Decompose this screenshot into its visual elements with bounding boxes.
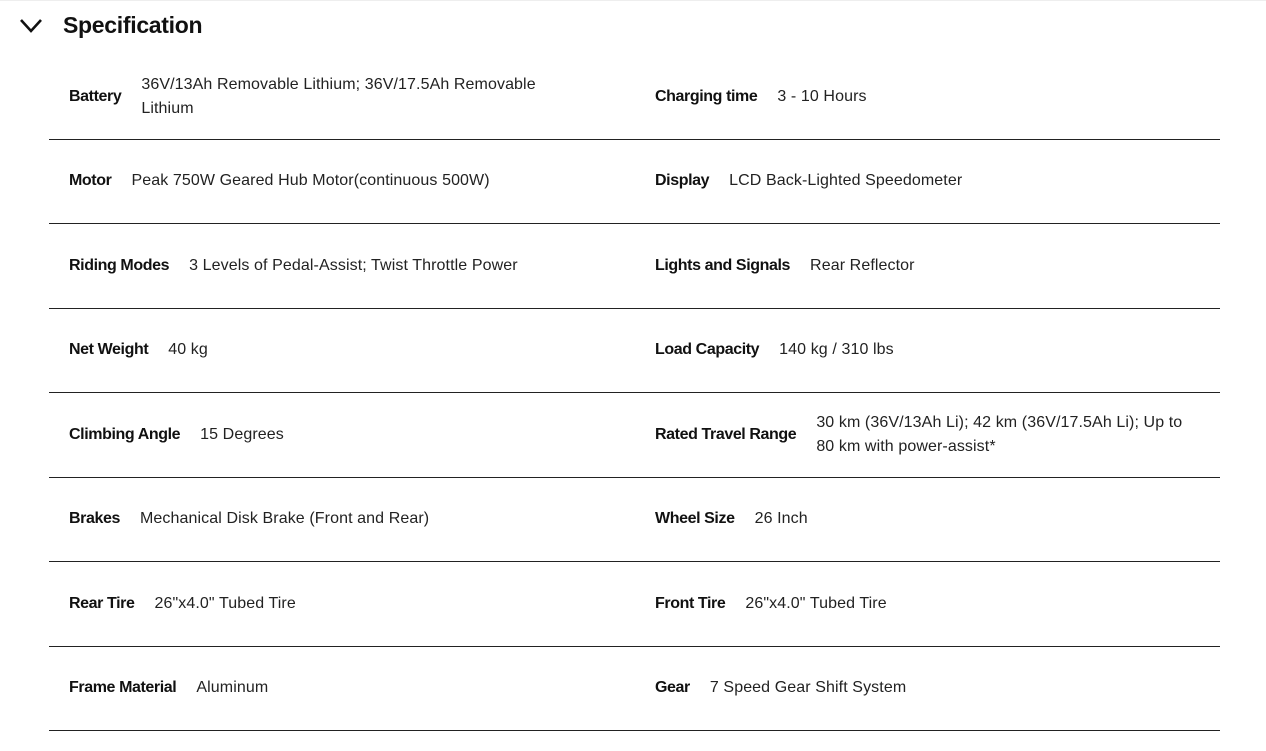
spec-row: Frame Material Aluminum Gear 7 Speed Gear S… — [49, 647, 1220, 731]
spec-label: Gear — [655, 679, 690, 697]
spec-label: Lights and Signals — [655, 256, 791, 274]
spec-value: 3 Levels of Pedal-Assist; Twist Throttle… — [189, 256, 518, 274]
spec-label: Rear Tire — [69, 594, 135, 612]
spec-item: Wheel Size 26 Inch — [635, 478, 1220, 562]
spec-value: 15 Degrees — [200, 425, 284, 443]
spec-value: 26"x4.0" Tubed Tire — [745, 594, 887, 612]
spec-label: Rated Travel Range — [655, 425, 797, 443]
spec-item: Load Capacity 140 kg / 310 lbs — [635, 309, 1220, 393]
spec-label: Wheel Size — [655, 510, 735, 528]
spec-item: Front Tire 26"x4.0" Tubed Tire — [635, 562, 1220, 646]
spec-item: Frame Material Aluminum — [49, 647, 635, 731]
top-divider — [0, 0, 1266, 1]
spec-value: 26"x4.0" Tubed Tire — [154, 594, 296, 612]
spec-label: Riding Modes — [69, 256, 170, 274]
spec-value: Peak 750W Geared Hub Motor(continuous 50… — [131, 172, 490, 190]
spec-label: Load Capacity — [655, 341, 760, 359]
spec-label: Charging time — [655, 87, 758, 105]
spec-value: Aluminum — [196, 679, 269, 697]
spec-label: Frame Material — [69, 679, 177, 697]
spec-label: Front Tire — [655, 594, 726, 612]
spec-row: Climbing Angle 15 Degrees Rated Travel Ran… — [49, 393, 1220, 478]
spec-label: Motor — [69, 172, 112, 190]
spec-value: Mechanical Disk Brake (Front and Rear) — [139, 510, 430, 528]
spec-item: Lights and Signals Rear Reflector — [635, 224, 1220, 308]
spec-value: 3 - 10 Hours — [777, 87, 867, 105]
spec-value: 7 Speed Gear Shift System — [709, 679, 907, 697]
spec-row: Net Weight 40 kg Load Capacity 140 kg / 310… — [49, 309, 1220, 393]
spec-label: Brakes — [69, 510, 120, 528]
spec-row: Brakes Mechanical Disk Brake (Front and R… — [49, 478, 1220, 562]
spec-label: Battery — [69, 87, 122, 105]
spec-label: Display — [655, 172, 710, 190]
spec-value: 30 km (36V/13Ah Li); 42 km (36V/17.5Ah L… — [816, 413, 1183, 455]
spec-row: Rear Tire 26"x4.0" Tubed Tire Front Tire 26… — [49, 562, 1220, 647]
spec-item: Charging time 3 - 10 Hours — [635, 55, 1220, 139]
spec-row: Riding Modes 3 Levels of Pedal-Assist; Tw… — [49, 224, 1220, 309]
spec-item: Net Weight 40 kg — [49, 309, 635, 393]
spec-item: Rated Travel Range 30 km (36V/13Ah Li); 4… — [635, 393, 1220, 477]
spec-value: 140 kg / 310 lbs — [779, 341, 894, 359]
spec-value: Rear Reflector — [810, 256, 915, 274]
spec-label: Net Weight — [69, 341, 149, 359]
spec-item: Battery 36V/13Ah Removable Lithium; 36V/1… — [49, 55, 635, 139]
chevron-down-icon — [20, 18, 42, 33]
spec-item: Climbing Angle 15 Degrees — [49, 393, 635, 477]
spec-value: 40 kg — [168, 341, 208, 359]
spec-value: LCD Back-Lighted Speedometer — [729, 172, 963, 190]
spec-item: Display LCD Back-Lighted Speedometer — [635, 140, 1220, 224]
spec-item: Rear Tire 26"x4.0" Tubed Tire — [49, 562, 635, 646]
spec-item: Gear 7 Speed Gear Shift System — [635, 647, 1220, 731]
spec-row: Motor Peak 750W Geared Hub Motor(continuo… — [49, 140, 1220, 224]
spec-item: Motor Peak 750W Geared Hub Motor(continuo… — [49, 140, 635, 224]
spec-item: Brakes Mechanical Disk Brake (Front and R… — [49, 478, 635, 562]
spec-value: 36V/13Ah Removable Lithium; 36V/17.5Ah R… — [141, 75, 536, 117]
spec-label: Climbing Angle — [69, 425, 181, 443]
specification-toggle[interactable]: Specification — [18, 12, 203, 39]
spec-item: Riding Modes 3 Levels of Pedal-Assist; Tw… — [49, 224, 635, 308]
section-title: Specification — [63, 12, 203, 38]
spec-row: Battery 36V/13Ah Removable Lithium; 36V/1… — [49, 55, 1220, 140]
spec-value: 26 Inch — [754, 510, 808, 528]
spec-table: Battery 36V/13Ah Removable Lithium; 36V/1… — [49, 55, 1220, 731]
